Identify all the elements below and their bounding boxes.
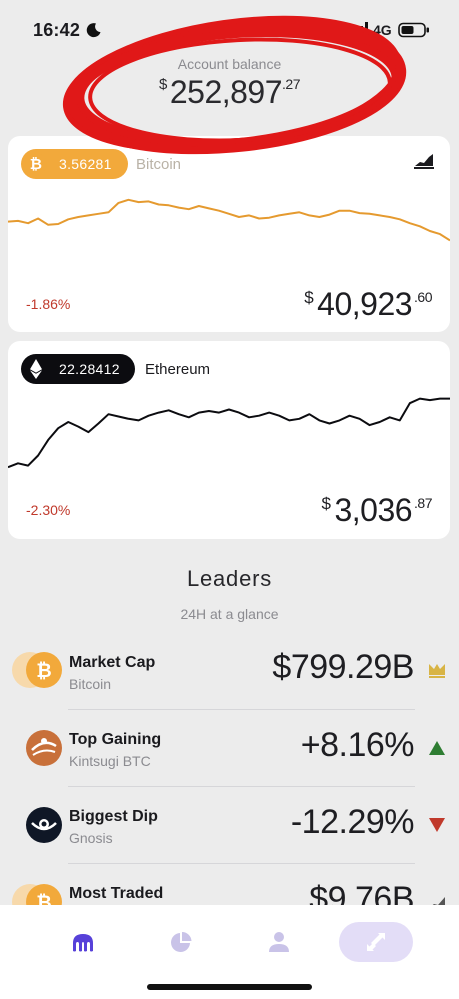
leader-value: $799.29B [272, 648, 414, 686]
nav-trade[interactable] [339, 922, 413, 962]
bitcoin-change: -1.86% [26, 296, 71, 312]
home-indicator [147, 984, 312, 990]
person-icon [269, 932, 289, 952]
ethereum-change: -2.30% [26, 502, 71, 518]
bitcoin-icon: ₿ [25, 153, 47, 175]
nav-home[interactable] [46, 922, 120, 962]
ethereum-price-currency: $ [321, 494, 331, 513]
ethereum-price: $3,036.87 [321, 492, 432, 529]
ethereum-icon [30, 359, 42, 379]
status-bar: 16:42 4G [0, 0, 459, 54]
leader-value: -12.29% [290, 803, 415, 841]
leader-title: Market Cap [69, 654, 156, 671]
bitcoin-price-chart [8, 198, 450, 242]
divider [68, 786, 415, 787]
bitcoin-name: Bitcoin [136, 156, 182, 173]
nav-portfolio[interactable] [144, 922, 218, 962]
up-triangle-icon [429, 741, 445, 755]
bitcoin-price-line [8, 198, 450, 242]
bitcoin-holding-pill: ₿ 3.56281 [21, 149, 128, 179]
battery-icon [398, 22, 429, 38]
bitcoin-price-whole: 40,923 [317, 286, 413, 322]
down-triangle-icon [429, 818, 445, 832]
leader-row-biggest-dip[interactable]: Biggest Dip Gnosis -12.29% [0, 786, 459, 862]
kraken-icon [73, 934, 93, 952]
svg-text:₿: ₿ [36, 660, 51, 682]
balance-decimal: .27 [282, 76, 300, 92]
leader-row-top-gaining[interactable]: Top Gaining Kintsugi BTC +8.16% [0, 709, 459, 785]
bitcoin-card[interactable]: ₿ 3.56281 Bitcoin -1.86% $40,923.60 [8, 136, 450, 332]
gnosis-icon [26, 807, 62, 843]
leader-subtitle: Bitcoin [69, 676, 112, 692]
ethereum-price-chart [8, 397, 450, 469]
bottom-nav [0, 905, 459, 999]
leader-title: Top Gaining [69, 731, 162, 748]
leaders-subtitle: 24H at a glance [180, 606, 279, 622]
kintsugi-icon [26, 730, 62, 766]
signal-icon [350, 22, 368, 38]
crown-icon [429, 664, 445, 678]
moon-icon [86, 23, 101, 38]
bitcoin-holding: 3.56281 [59, 156, 112, 172]
ethereum-price-line [8, 397, 450, 469]
leader-subtitle: Kintsugi BTC [69, 753, 151, 769]
status-time: 16:42 [33, 20, 81, 40]
leader-row-market-cap[interactable]: ₿ Market Cap Bitcoin $799.29B [0, 632, 459, 708]
pie-chart-icon [171, 932, 192, 952]
ethereum-card[interactable]: 22.28412 Ethereum -2.30% $3,036.87 [8, 341, 450, 539]
leader-subtitle: Gnosis [69, 830, 113, 846]
area-chart-icon[interactable] [414, 153, 434, 169]
transfer-icon [367, 933, 385, 951]
ethereum-name: Ethereum [145, 361, 211, 378]
nav-account[interactable] [242, 922, 316, 962]
bitcoin-price-currency: $ [304, 288, 314, 307]
divider [68, 863, 415, 864]
leader-title: Most Traded [69, 885, 164, 902]
balance-value: $252,897.27 [0, 74, 459, 111]
ethereum-price-decimal: .87 [414, 495, 432, 511]
ethereum-holding: 22.28412 [59, 361, 120, 377]
ethereum-holding-pill: 22.28412 [21, 354, 135, 384]
account-balance: Account balance $252,897.27 [0, 56, 459, 111]
ethereum-price-whole: 3,036 [334, 492, 413, 528]
leaders-title: Leaders [186, 566, 273, 591]
divider [68, 709, 415, 710]
balance-label: Account balance [177, 56, 282, 72]
network-label: 4G [373, 22, 392, 38]
leader-value: +8.16% [300, 726, 415, 764]
balance-currency: $ [159, 76, 167, 93]
leader-title: Biggest Dip [69, 808, 158, 825]
bitcoin-icon: ₿ [12, 652, 62, 688]
balance-whole: 252,897 [169, 74, 283, 110]
bitcoin-price-decimal: .60 [414, 289, 432, 305]
bitcoin-price: $40,923.60 [304, 286, 432, 323]
svg-text:₿: ₿ [30, 155, 43, 173]
